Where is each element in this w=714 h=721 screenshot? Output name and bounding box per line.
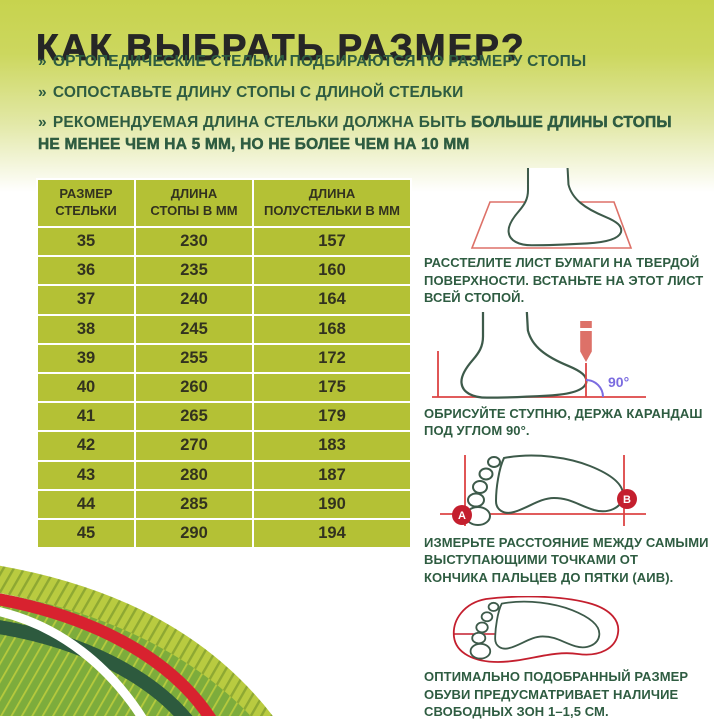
header-gradient-background — [0, 0, 714, 192]
insole-outline — [452, 596, 620, 664]
column-header-half-insole-length: ДЛИНА ПОЛУСТЕЛЬКИ В ММ — [252, 178, 412, 228]
foot-on-paper-icon — [470, 168, 633, 249]
table-cell: 194 — [252, 517, 412, 550]
bullet-text: СОПОСТАВЬТЕ ДЛИНУ СТОПЫ С ДЛИНОЙ СТЕЛЬКИ — [52, 83, 464, 101]
table-row: 45 290 194 — [36, 517, 412, 550]
table-cell: 265 — [134, 401, 254, 433]
instruction-step-2: 90° ОБРИСУЙТЕ СТУПНЮ, ДЕРЖА КАРАНДАШ ПОД… — [424, 311, 712, 440]
intro-bullet-list: » ОРТОПЕДИЧЕСКИЕ СТЕЛЬКИ ПОДБИРАЮТСЯ ПО Р… — [38, 51, 696, 165]
point-b-marker: В — [617, 488, 637, 509]
table-cell: 179 — [252, 401, 412, 433]
table-cell: 43 — [36, 459, 136, 491]
table-cell: 245 — [134, 313, 254, 345]
size-table: РАЗМЕР СТЕЛЬКИ ДЛИНА СТОПЫ В ММ ДЛИНА ПО… — [36, 178, 412, 550]
page-title: КАК ВЫБРАТЬ РАЗМЕР? — [36, 26, 526, 68]
table-cell: 235 — [134, 255, 254, 287]
foot-with-pencil-icon: 90° — [432, 311, 646, 399]
table-cell: 260 — [134, 371, 254, 404]
table-cell: 290 — [134, 517, 254, 550]
point-b-label: В — [623, 494, 631, 506]
footprint-icon — [465, 454, 625, 526]
instruction-step-3: А В ИЗМЕРЬТЕ РАССТОЯНИЕ МЕЖДУ САМЫМИ ВЫС… — [424, 452, 712, 587]
table-row: 44 285 190 — [36, 488, 412, 520]
instruction-step-1: РАССТЕЛИТЕ ЛИСТ БУМАГИ НА ТВЕРДОЙ ПОВЕРХ… — [424, 168, 712, 307]
table-row: 36 235 160 — [36, 255, 412, 287]
table-row: 38 245 168 — [36, 313, 412, 345]
table-row: 41 265 179 — [36, 401, 412, 433]
footprint-in-insole-icon — [452, 596, 620, 664]
point-a-label: А — [458, 510, 466, 522]
table-cell: 172 — [252, 342, 412, 374]
swoosh-light-band — [0, 565, 273, 716]
table-cell: 40 — [36, 371, 136, 404]
table-cell: 190 — [252, 488, 412, 520]
bullet-item: » РЕКОМЕНДУЕМАЯ ДЛИНА СТЕЛЬКИ ДОЛЖНА БЫТЬ… — [38, 112, 696, 156]
point-a-marker: А — [452, 504, 472, 525]
table-cell: 255 — [134, 342, 254, 374]
table-row: 35 230 157 — [36, 225, 412, 258]
instruction-step-4: ОПТИМАЛЬНО ПОДОБРАННЫЙ РАЗМЕР ОБУВИ ПРЕД… — [424, 596, 712, 721]
bullet-marker: » — [38, 114, 47, 131]
bullet-text: РЕКОМЕНДУЕМАЯ ДЛИНА СТЕЛЬКИ ДОЛЖНА БЫТЬ — [52, 114, 472, 131]
size-table-head: РАЗМЕР СТЕЛЬКИ ДЛИНА СТОПЫ В ММ ДЛИНА ПО… — [36, 178, 412, 228]
table-cell: 157 — [252, 225, 412, 258]
table-cell: 168 — [252, 313, 412, 345]
swoosh-red-band — [0, 593, 216, 716]
pencil-icon — [580, 320, 592, 362]
table-cell: 39 — [36, 342, 136, 374]
table-cell: 38 — [36, 313, 136, 345]
size-table-body: 35 230 157 36 235 160 37 240 164 38 245 168 39 255 172… — [36, 225, 412, 550]
footprint-icon — [469, 601, 601, 660]
table-row: 42 270 183 — [36, 430, 412, 462]
table-cell: 36 — [36, 255, 136, 287]
table-cell: 240 — [134, 284, 254, 316]
table-cell: 44 — [36, 488, 136, 520]
swoosh-dark-band — [0, 620, 193, 716]
footprint-measure-icon: А В — [440, 454, 646, 526]
instruction-text-3: ИЗМЕРЬТЕ РАССТОЯНИЕ МЕЖДУ САМЫМИ ВЫСТУПА… — [424, 534, 709, 585]
instruction-steps: РАССТЕЛИТЕ ЛИСТ БУМАГИ НА ТВЕРДОЙ ПОВЕРХ… — [424, 168, 712, 721]
table-row: 39 255 172 — [36, 342, 412, 374]
table-cell: 187 — [252, 459, 412, 491]
bullet-marker: » — [38, 83, 47, 101]
table-cell: 35 — [36, 225, 136, 258]
bullet-text-emphasis: БОЛЬШЕ ДЛИНЫ СТОПЫ НЕ МЕНЕЕ ЧЕМ НА 5 ММ,… — [38, 114, 672, 154]
table-row: 40 260 175 — [36, 371, 412, 404]
table-cell: 37 — [36, 284, 136, 316]
table-cell: 230 — [134, 225, 254, 258]
table-row: 43 280 187 — [36, 459, 412, 491]
angle-label: 90° — [608, 374, 629, 390]
foot-profile-icon — [507, 168, 623, 247]
table-cell: 160 — [252, 255, 412, 287]
bullet-item: » СОПОСТАВЬТЕ ДЛИНУ СТОПЫ С ДЛИНОЙ СТЕЛЬК… — [38, 82, 696, 104]
table-cell: 45 — [36, 517, 136, 550]
decorative-swoosh — [0, 565, 273, 716]
bullet-marker: » — [38, 53, 47, 70]
table-cell: 175 — [252, 371, 412, 404]
table-cell: 42 — [36, 430, 136, 462]
bullet-item: » ОРТОПЕДИЧЕСКИЕ СТЕЛЬКИ ПОДБИРАЮТСЯ ПО Р… — [38, 51, 696, 73]
column-header-foot-length: ДЛИНА СТОПЫ В ММ — [134, 178, 254, 228]
table-cell: 164 — [252, 284, 412, 316]
instruction-text-1: РАССТЕЛИТЕ ЛИСТ БУМАГИ НА ТВЕРДОЙ ПОВЕРХ… — [424, 255, 704, 306]
foot-profile-icon — [460, 311, 588, 399]
size-table-container: РАЗМЕР СТЕЛЬКИ ДЛИНА СТОПЫ В ММ ДЛИНА ПО… — [36, 178, 412, 550]
bullet-text: ОРТОПЕДИЧЕСКИЕ СТЕЛЬКИ ПОДБИРАЮТСЯ ПО РА… — [52, 53, 587, 70]
column-header-insole-size: РАЗМЕР СТЕЛЬКИ — [36, 178, 136, 228]
table-row: 37 240 164 — [36, 284, 412, 316]
table-cell: 270 — [134, 430, 254, 462]
angle-arc — [585, 378, 604, 397]
table-header-row: РАЗМЕР СТЕЛЬКИ ДЛИНА СТОПЫ В ММ ДЛИНА ПО… — [36, 178, 412, 228]
table-cell: 280 — [134, 459, 254, 491]
swoosh-white-band — [0, 607, 147, 716]
table-cell: 285 — [134, 488, 254, 520]
table-cell: 41 — [36, 401, 136, 433]
instruction-text-2: ОБРИСУЙТЕ СТУПНЮ, ДЕРЖА КАРАНДАШ ПОД УГЛ… — [424, 405, 703, 439]
table-cell: 183 — [252, 430, 412, 462]
